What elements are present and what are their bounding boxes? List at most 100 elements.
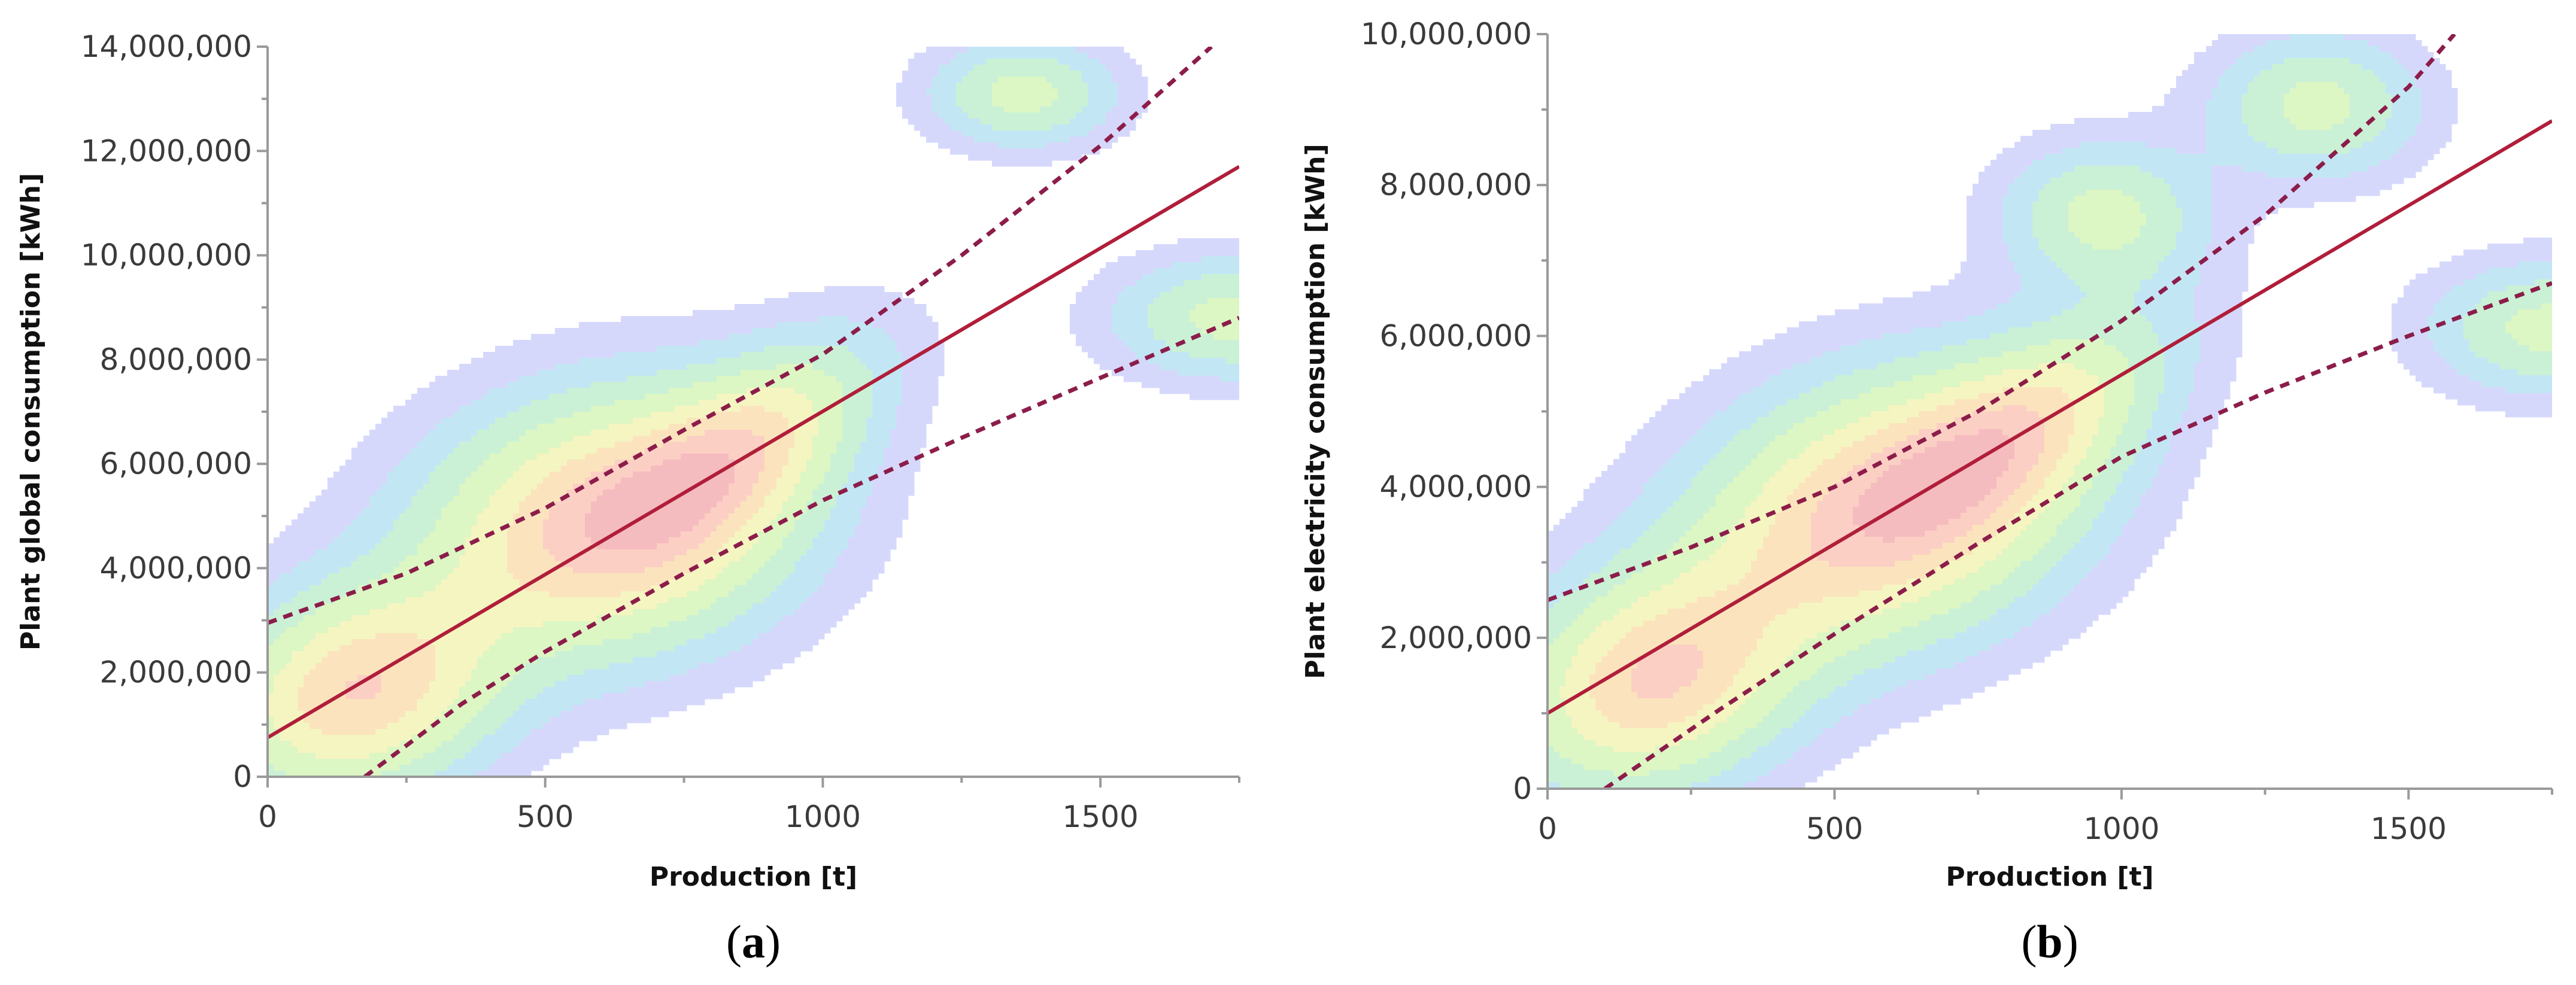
density-cell [1231, 382, 1238, 388]
density-cell [1040, 118, 1046, 125]
density-cell [405, 507, 412, 514]
density-cell [369, 442, 376, 448]
density-cell [519, 454, 526, 460]
density-cell [1076, 107, 1082, 113]
density-cell [848, 525, 855, 532]
density-cell [944, 130, 951, 137]
density-cell [615, 460, 621, 466]
density-cell [471, 448, 478, 454]
density-cell [711, 543, 717, 550]
density-cell [489, 376, 496, 382]
density-cell [747, 304, 753, 311]
density-cell [351, 519, 358, 526]
density-cell [579, 454, 585, 460]
density-cell [854, 537, 861, 544]
density-cell [477, 358, 484, 364]
density-cell [531, 334, 538, 341]
density-cell [980, 83, 987, 89]
density-cell [1166, 352, 1172, 358]
density-cell [286, 537, 292, 544]
density-cell [1118, 304, 1124, 311]
density-cell [573, 406, 579, 412]
density-cell [585, 382, 591, 388]
density-cell [723, 460, 729, 466]
density-cell [1118, 95, 1124, 101]
density-cell [1070, 95, 1076, 101]
density-cell [1136, 358, 1142, 364]
density-cell [890, 501, 897, 508]
density-cell [471, 484, 478, 490]
density-cell [723, 490, 729, 496]
density-cell [609, 460, 615, 466]
density-cell [315, 519, 322, 526]
density-cell [411, 484, 418, 490]
density-cell [519, 430, 526, 436]
density-cell [878, 412, 885, 418]
density-cell [836, 424, 843, 430]
density-cell [818, 436, 825, 442]
density-cell [1106, 274, 1112, 281]
density-cell [920, 83, 927, 89]
density-cell [806, 490, 813, 496]
density-cell [1070, 83, 1076, 89]
density-cell [543, 495, 550, 502]
density-cell [495, 495, 502, 502]
density-cell [1010, 77, 1017, 83]
density-cell [1022, 118, 1028, 125]
density-cell [908, 298, 915, 305]
density-cell [1100, 113, 1106, 119]
density-cell [794, 484, 801, 490]
density-cell [1154, 262, 1160, 269]
density-cell [1100, 107, 1106, 113]
density-cell [770, 442, 777, 448]
density-cell [723, 376, 729, 382]
density-cell [1088, 130, 1094, 137]
density-cell [699, 454, 705, 460]
density-cell [399, 519, 406, 526]
density-cell [633, 382, 639, 388]
density-cell [531, 525, 538, 532]
density-cell [747, 430, 753, 436]
density-cell [818, 543, 825, 550]
density-cell [974, 130, 981, 137]
density-cell [417, 466, 424, 472]
density-cell [1196, 280, 1202, 287]
density-cell [812, 334, 819, 341]
density-cell [507, 531, 514, 538]
density-cell [663, 513, 669, 520]
density-cell [351, 537, 358, 544]
density-cell [513, 507, 520, 514]
density-cell [483, 454, 490, 460]
density-cell [872, 382, 879, 388]
density-cell [770, 472, 777, 478]
density-cell [501, 376, 508, 382]
density-cell [753, 328, 759, 335]
density-cell [854, 376, 861, 382]
density-cell [729, 537, 735, 544]
density-cell [1231, 364, 1238, 370]
density-cell [980, 124, 987, 131]
density-cell [872, 519, 879, 526]
density-cell [567, 406, 574, 412]
density-cell [555, 436, 562, 442]
density-cell [1088, 136, 1094, 143]
density-cell [812, 478, 819, 484]
density-cell [477, 376, 484, 382]
density-cell [1130, 118, 1136, 125]
density-cell [1184, 346, 1190, 352]
density-cell [848, 346, 855, 352]
density-cell [1148, 322, 1154, 329]
density-cell [1160, 328, 1166, 335]
density-cell [585, 513, 591, 520]
density-cell [998, 124, 1005, 131]
density-cell [573, 490, 579, 496]
density-cell [639, 478, 645, 484]
density-cell [1076, 148, 1082, 155]
density-cell [860, 472, 867, 478]
density-cell [1052, 53, 1058, 59]
density-cell [387, 525, 394, 532]
density-cell [681, 513, 687, 520]
density-cell [519, 478, 526, 484]
density-cell [1124, 101, 1130, 107]
density-cell [1219, 394, 1226, 400]
